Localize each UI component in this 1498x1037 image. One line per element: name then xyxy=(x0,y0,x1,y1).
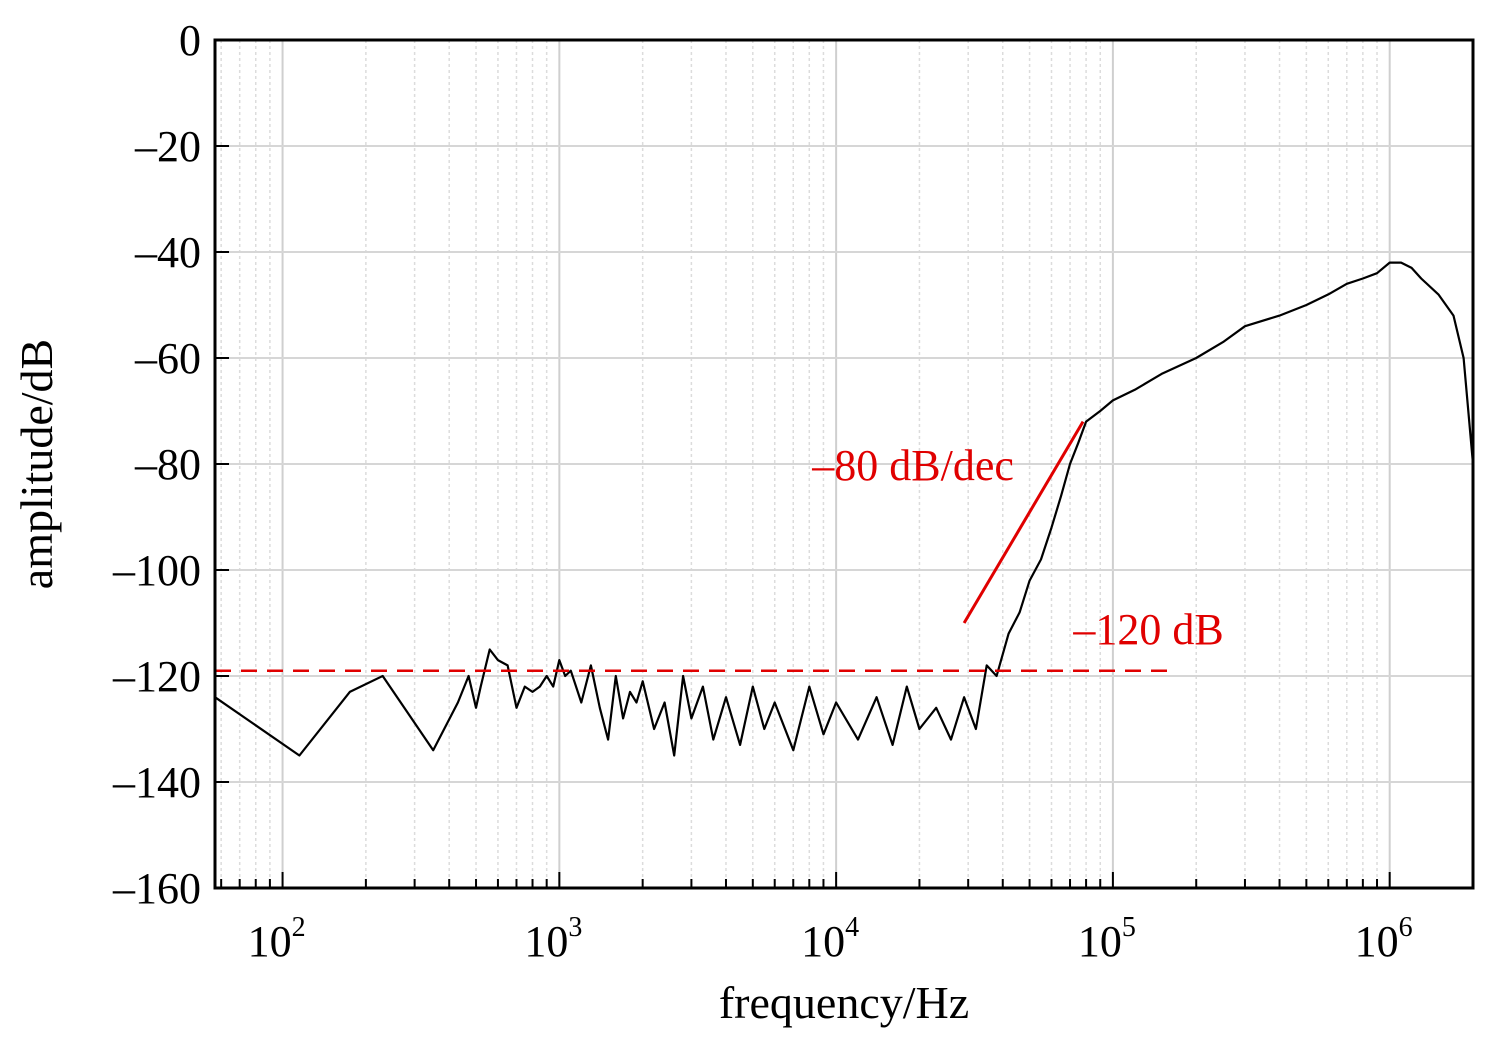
tick-labels: 0 –20 –40 –60 –80 –100 –120 –140 –160 102 103 104 10… xyxy=(112,16,1413,966)
annotation-label: –80 dB/dec xyxy=(811,441,1014,490)
y-tick-label: 0 xyxy=(179,16,201,65)
y-tick-label: –120 xyxy=(112,652,201,701)
y-axis-title: amplitude/dB xyxy=(11,339,62,589)
annotation-label: –120 dB xyxy=(1072,605,1223,654)
x-tick-label: 105 xyxy=(1078,912,1136,966)
y-tick-label: –80 xyxy=(134,440,201,489)
x-tick-label: 104 xyxy=(801,912,859,966)
series-line xyxy=(214,261,1475,757)
y-tick-label: –140 xyxy=(112,758,201,807)
series-layer xyxy=(214,261,1475,757)
x-tick-label: 106 xyxy=(1355,912,1413,966)
y-tick-label: –60 xyxy=(134,334,201,383)
y-tick-label: –160 xyxy=(112,864,201,913)
annotations: –80 dB/dec –120 dB xyxy=(811,441,1224,654)
x-tick-label: 103 xyxy=(524,912,582,966)
x-axis-title: frequency/Hz xyxy=(719,977,969,1028)
y-tick-label: –40 xyxy=(134,228,201,277)
y-tick-label: –20 xyxy=(134,122,201,171)
ticks xyxy=(215,39,1474,889)
x-tick-label: 102 xyxy=(248,912,306,966)
y-tick-label: –100 xyxy=(112,546,201,595)
slope-line xyxy=(962,420,1085,624)
reference-layer xyxy=(215,420,1177,672)
